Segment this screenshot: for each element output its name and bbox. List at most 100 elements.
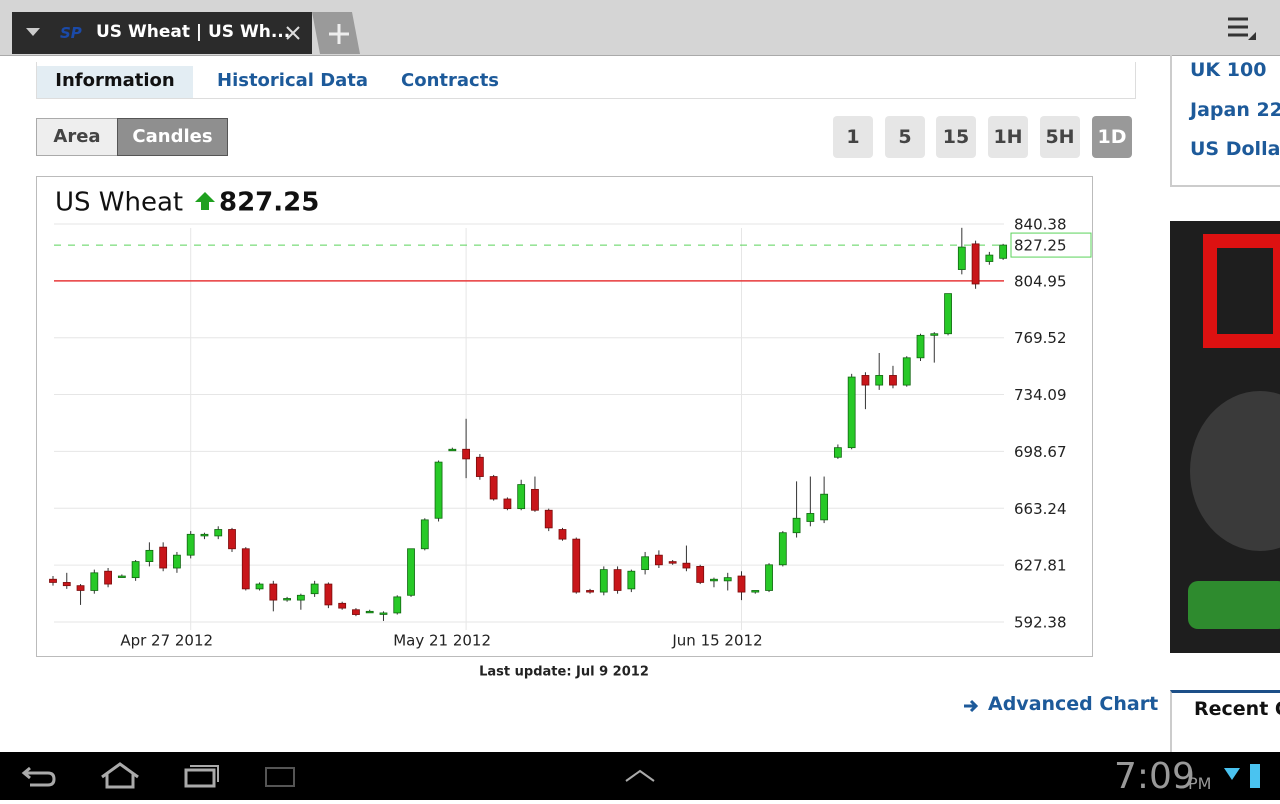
price-label: 827.25 bbox=[1014, 237, 1067, 255]
sidebar-panel bbox=[1170, 55, 1280, 187]
interval-button[interactable]: 5 bbox=[885, 116, 925, 158]
candle-body bbox=[214, 529, 223, 537]
y-tick-label: 734.09 bbox=[1014, 386, 1067, 404]
candle-body bbox=[710, 578, 718, 582]
candle-body bbox=[462, 448, 471, 460]
candle-body bbox=[475, 456, 484, 477]
arrow-icon bbox=[964, 699, 979, 713]
candle-body bbox=[420, 519, 429, 550]
candle-body bbox=[310, 583, 319, 595]
favicon: SP bbox=[60, 24, 82, 42]
ad-banner[interactable] bbox=[1170, 221, 1280, 653]
candle-body bbox=[90, 572, 99, 591]
candle-body bbox=[627, 570, 636, 590]
candle-body bbox=[999, 244, 1008, 259]
candle-body bbox=[668, 561, 677, 564]
candle-body bbox=[255, 583, 264, 590]
chart-frame bbox=[36, 176, 1093, 657]
candle-body bbox=[324, 583, 333, 606]
candle-body bbox=[696, 566, 705, 583]
page-tab[interactable]: Information bbox=[37, 66, 193, 98]
new-tab[interactable] bbox=[312, 12, 362, 54]
candle-body bbox=[599, 569, 608, 593]
candle-body bbox=[104, 570, 112, 585]
sidebar-link[interactable]: US Dollar bbox=[1190, 138, 1280, 160]
candle-body bbox=[434, 461, 443, 519]
candle-body bbox=[186, 533, 195, 556]
candle-body bbox=[365, 610, 374, 614]
tab-menu-icon[interactable] bbox=[26, 28, 40, 38]
candle-body bbox=[531, 488, 539, 511]
x-tick-label: Jun 15 2012 bbox=[671, 632, 762, 650]
candle-body bbox=[517, 484, 526, 510]
clock-time: 7:09 bbox=[1114, 756, 1195, 797]
candle-body bbox=[971, 243, 980, 285]
y-tick-label: 592.38 bbox=[1014, 613, 1067, 631]
system-nav-bar: 7:09 PM bbox=[0, 752, 1280, 800]
footnote: Last update: Jul 9 2012 bbox=[479, 665, 649, 680]
candle-body bbox=[379, 612, 388, 615]
candle-body bbox=[765, 564, 773, 591]
page-tab[interactable]: Historical Data bbox=[217, 70, 369, 91]
page-tab[interactable]: Contracts bbox=[401, 70, 500, 91]
interval-button[interactable]: 5H bbox=[1040, 116, 1080, 158]
y-tick-label: 840.38 bbox=[1014, 215, 1067, 233]
candle-body bbox=[393, 596, 402, 614]
candle-body bbox=[558, 529, 567, 540]
recent-heading: Recent Q bbox=[1194, 698, 1280, 720]
advanced-chart-link[interactable]: Advanced Chart bbox=[988, 693, 1159, 715]
candle-body bbox=[228, 529, 236, 550]
interval-button[interactable]: 1H bbox=[988, 116, 1028, 158]
candle-body bbox=[723, 577, 732, 582]
chart: US Wheat 827.25 Last update: Jul 9 2012 … bbox=[49, 188, 1092, 680]
candle-body bbox=[448, 448, 457, 452]
candle-body bbox=[820, 493, 829, 521]
candle-body bbox=[131, 561, 140, 579]
y-tick-label: 627.81 bbox=[1014, 557, 1067, 575]
tab-close[interactable] bbox=[286, 26, 300, 40]
candle-body bbox=[861, 375, 870, 386]
nav-icons bbox=[21, 762, 1260, 789]
candle-body bbox=[613, 569, 622, 591]
candle-body bbox=[544, 509, 553, 529]
sidebar-link[interactable]: Japan 225 bbox=[1190, 99, 1280, 121]
sidebar-link[interactable]: UK 100 bbox=[1190, 59, 1267, 81]
candle-body bbox=[352, 609, 360, 615]
candle-body bbox=[117, 575, 126, 578]
candle-body bbox=[586, 590, 594, 593]
mode-button[interactable]: Candles bbox=[117, 118, 228, 156]
candle-body bbox=[241, 548, 250, 590]
candle-body bbox=[145, 549, 154, 562]
candle-body bbox=[572, 538, 581, 593]
menu-icon[interactable] bbox=[1226, 16, 1258, 42]
candle-body bbox=[173, 554, 181, 569]
mode-button[interactable]: Area bbox=[36, 118, 118, 156]
y-tick-label: 698.67 bbox=[1014, 443, 1067, 461]
candle-body bbox=[957, 246, 966, 270]
candle-body bbox=[985, 254, 994, 262]
y-tick-label: 769.52 bbox=[1014, 329, 1067, 347]
candle-body bbox=[407, 548, 415, 596]
candle-body bbox=[62, 582, 71, 587]
candle-body bbox=[338, 602, 347, 609]
candle-body bbox=[833, 447, 842, 458]
candle-body bbox=[944, 293, 952, 335]
candle-body bbox=[200, 533, 209, 537]
candle-body bbox=[847, 376, 856, 449]
candle-body bbox=[682, 562, 691, 569]
candle-body bbox=[930, 333, 939, 336]
ad-art bbox=[1188, 234, 1280, 629]
interval-button[interactable]: 1 bbox=[833, 116, 873, 158]
interval-button[interactable]: 15 bbox=[936, 116, 976, 158]
tab-title: US Wheat | US Wh... bbox=[96, 22, 291, 42]
candle-body bbox=[296, 594, 305, 601]
candle-body bbox=[875, 375, 884, 386]
interval-button[interactable]: 1D bbox=[1092, 116, 1132, 158]
candle-body bbox=[751, 590, 760, 593]
browser-tab[interactable]: SP US Wheat | US Wh... bbox=[12, 12, 312, 54]
price-label-box bbox=[1010, 232, 1092, 258]
candle-body bbox=[902, 357, 911, 386]
candle-body bbox=[283, 598, 291, 601]
candle-body bbox=[792, 517, 801, 534]
